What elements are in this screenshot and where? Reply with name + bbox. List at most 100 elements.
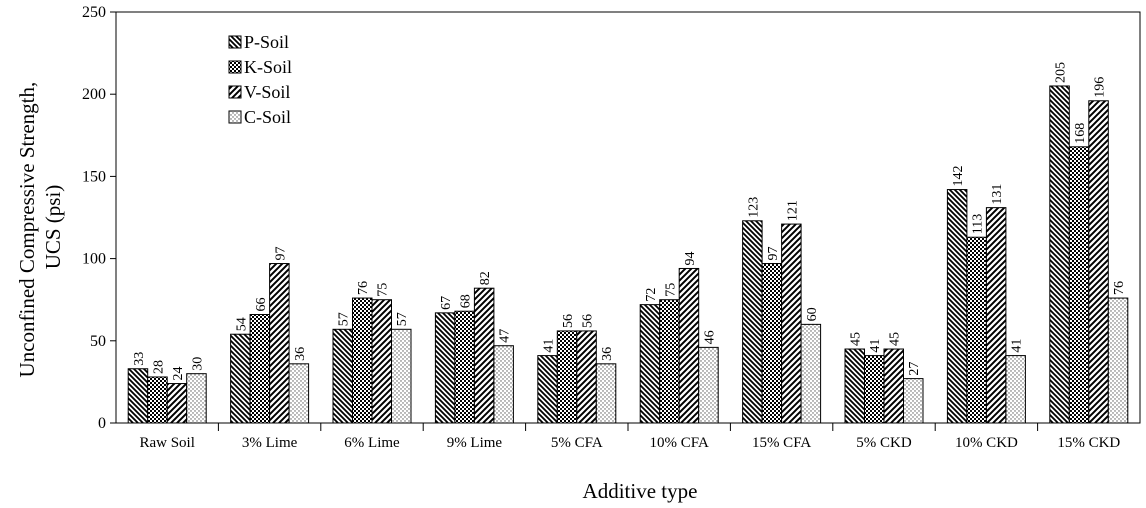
data-label: 56 [581, 314, 596, 328]
bar-c-soil [596, 364, 616, 423]
bar-k-soil [557, 331, 577, 423]
bar-c-soil [289, 364, 309, 423]
data-label: 121 [785, 200, 800, 221]
data-label: 97 [273, 247, 288, 261]
data-label: 41 [868, 339, 883, 353]
legend: P-Soil K-Soil V-Soil C-Soil [229, 32, 292, 127]
bar-c-soil [801, 324, 821, 423]
x-tick-label: 15% CFA [752, 435, 811, 451]
x-tick-label: 3% Lime [242, 435, 298, 451]
bar-v-soil [679, 268, 699, 423]
data-label: 76 [1112, 281, 1127, 295]
data-label: 47 [498, 329, 513, 343]
bar-c-soil [699, 347, 719, 423]
data-label: 123 [746, 197, 761, 218]
bar-c-soil [187, 374, 207, 423]
y-axis-title: Unconfined Compressive Strength, UCS (ps… [15, 77, 65, 378]
data-label: 75 [376, 283, 391, 297]
data-label: 113 [971, 214, 986, 234]
y-tick-label: 100 [82, 251, 106, 268]
y-tick-label: 250 [82, 4, 106, 21]
bar-v-soil [474, 288, 494, 423]
data-label: 27 [907, 362, 922, 376]
bar-p-soil [128, 369, 148, 423]
bar-k-soil [455, 311, 475, 423]
bar-v-soil [270, 264, 290, 423]
bar-k-soil [250, 314, 270, 423]
x-tick-label: 9% Lime [447, 435, 503, 451]
y-tick-label: 200 [82, 86, 106, 103]
bar-k-soil [148, 377, 168, 423]
legend-label: V-Soil [244, 82, 290, 102]
data-label: 76 [356, 281, 371, 295]
legend-swatch [229, 61, 241, 73]
x-axis: Raw Soil 3% Lime 6% Lime 9% Lime 5% CFA 10% C… [139, 423, 1120, 451]
bar-v-soil [167, 384, 187, 423]
legend-item-c-soil: C-Soil [229, 107, 291, 127]
data-label: 24 [171, 367, 186, 381]
legend-label: P-Soil [244, 32, 289, 52]
x-axis-title: Additive type [583, 479, 698, 503]
data-label: 97 [766, 247, 781, 261]
bar-p-soil [538, 356, 558, 423]
data-label: 36 [293, 347, 308, 361]
bar-v-soil [577, 331, 597, 423]
bar-k-soil [353, 298, 373, 423]
legend-label: C-Soil [244, 107, 291, 127]
legend-swatch [229, 86, 241, 98]
data-label: 36 [600, 347, 615, 361]
legend-item-p-soil: P-Soil [229, 32, 289, 52]
data-label: 131 [990, 184, 1005, 205]
y-tick-label: 0 [98, 415, 106, 432]
bar-v-soil [782, 224, 802, 423]
legend-item-v-soil: V-Soil [229, 82, 290, 102]
data-label: 41 [542, 339, 557, 353]
bar-c-soil [1108, 298, 1128, 423]
legend-swatch [229, 111, 241, 123]
bar-k-soil [865, 356, 885, 423]
bar-v-soil [1089, 101, 1109, 423]
bar-c-soil [494, 346, 514, 423]
data-label: 28 [151, 360, 166, 374]
legend-swatch [229, 36, 241, 48]
bar-c-soil [1006, 356, 1026, 423]
data-label: 54 [234, 317, 249, 331]
bar-k-soil [762, 264, 782, 423]
bar-v-soil [884, 349, 904, 423]
bar-k-soil [660, 300, 680, 423]
bar-k-soil [1069, 147, 1089, 423]
y-tick-label: 150 [82, 168, 106, 185]
data-label: 30 [190, 357, 205, 371]
data-label: 45 [849, 332, 864, 346]
data-label: 196 [1093, 77, 1108, 98]
legend-label: K-Soil [244, 57, 292, 77]
data-label: 41 [1010, 339, 1025, 353]
data-label: 33 [132, 352, 147, 366]
data-label: 67 [439, 296, 454, 310]
data-label: 56 [561, 314, 576, 328]
legend-item-k-soil: K-Soil [229, 57, 292, 77]
x-tick-label: 10% CKD [955, 435, 1018, 451]
data-label: 205 [1054, 62, 1069, 83]
bar-p-soil [231, 334, 251, 423]
x-tick-label: Raw Soil [139, 435, 194, 451]
x-tick-label: 5% CFA [551, 435, 603, 451]
bar-p-soil [435, 313, 455, 423]
data-label: 60 [805, 307, 820, 321]
y-tick-label: 50 [90, 333, 106, 350]
y-axis-title-line-2: UCS (psi) [41, 185, 65, 270]
x-tick-label: 10% CFA [650, 435, 709, 451]
data-label: 142 [951, 166, 966, 187]
x-tick-label: 5% CKD [856, 435, 912, 451]
bar-p-soil [743, 221, 763, 423]
data-label: 57 [337, 312, 352, 326]
x-tick-label: 6% Lime [344, 435, 400, 451]
bar-k-soil [967, 237, 987, 423]
data-label: 68 [459, 294, 474, 308]
bar-v-soil [986, 208, 1006, 423]
bar-c-soil [904, 379, 924, 423]
bar-p-soil [333, 329, 353, 423]
bar-c-soil [392, 329, 412, 423]
bar-p-soil [845, 349, 865, 423]
